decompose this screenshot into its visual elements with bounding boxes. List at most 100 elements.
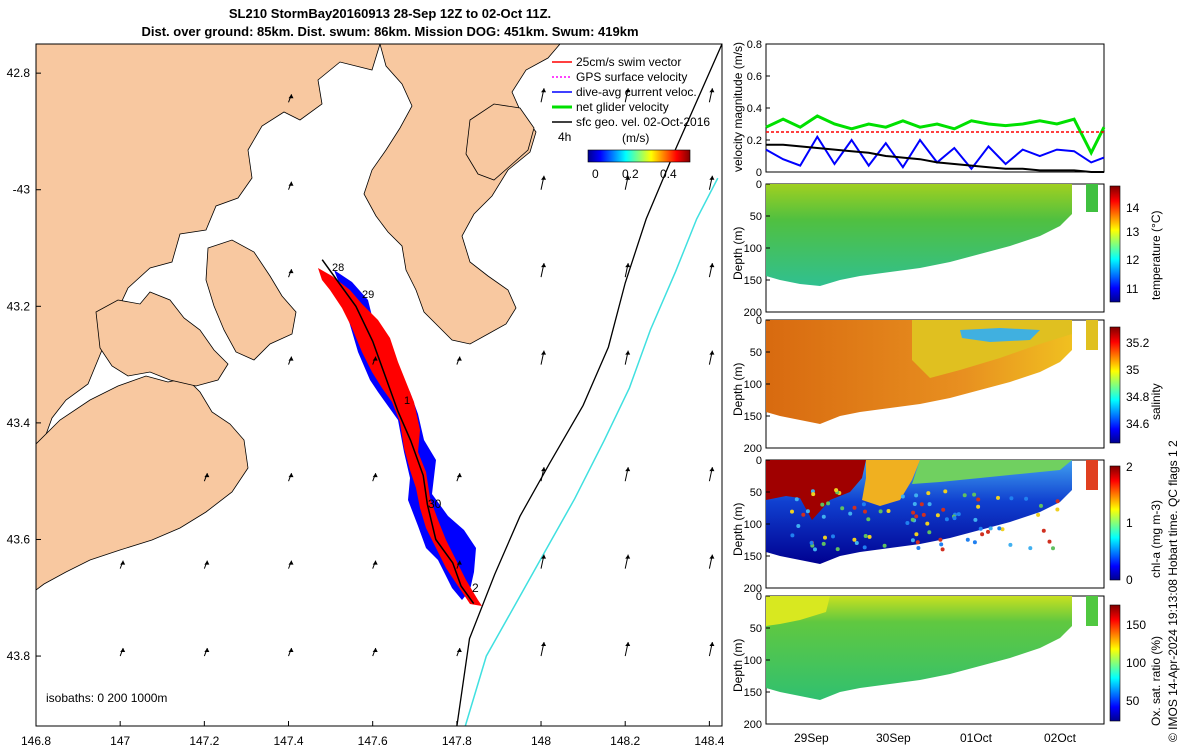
- temperature-ylabel: Depth (m): [731, 227, 745, 280]
- temp-cb-12: 12: [1126, 253, 1140, 267]
- chla-sample-dot: [866, 517, 871, 522]
- time-label-30sep: 30Sep: [876, 731, 911, 745]
- depth-tick-label: 200: [744, 443, 762, 455]
- chla-sample-dot: [854, 541, 859, 545]
- isobath-label: isobaths: 0 200 1000m: [46, 691, 167, 705]
- chla-colorbar: [1109, 465, 1121, 581]
- velocity-ylabel: velocity magnitude (m/s): [731, 42, 745, 172]
- chla-sample-dot: [852, 537, 857, 542]
- map-panel: 28 29 30 1 2 146.8 147 147.2 147.4 147.6 147.…: [7, 43, 725, 748]
- chla-sample-dot: [809, 540, 814, 545]
- geo-vel-arrowhead: [288, 560, 294, 565]
- map-colorbar: (m/s) 0 0.2 0.4: [587, 131, 691, 181]
- velocity-series-line: [766, 143, 1104, 173]
- chla-sample-dot: [852, 505, 857, 510]
- chla-sample-dot: [811, 492, 816, 497]
- chla-sample-dot: [823, 535, 827, 540]
- depth-tick-label: 0: [756, 315, 762, 327]
- sal-cb-35.2: 35.2: [1126, 336, 1150, 350]
- velocity-ytick-label: 0.6: [747, 71, 762, 83]
- chla-sample-dot: [834, 488, 839, 493]
- time-label-29sep: 29Sep: [794, 731, 829, 745]
- chla-sample-dot: [840, 506, 845, 511]
- map-ytick-label: 43.2: [7, 299, 31, 313]
- geo-vel-arrowhead: [204, 473, 210, 478]
- chla-sample-dot: [1055, 499, 1060, 504]
- chla-sample-dot: [1028, 546, 1033, 551]
- geo-vel-arrowhead: [456, 560, 462, 565]
- chla-sample-dot: [1047, 539, 1052, 544]
- chla-sample-dot: [941, 507, 946, 512]
- depth-tick-label: 0: [756, 591, 762, 603]
- imos-credit: © IMOS 14-Apr-2024 19:13:08 Hobart time.…: [1166, 440, 1180, 742]
- legend-label-geo: sfc geo. vel. 02-Oct-2016: [576, 115, 710, 129]
- map-ytick-label: 42.8: [7, 66, 31, 80]
- chla-sample-dot: [900, 494, 905, 499]
- chla-cb-label: chl-a (mg m-3): [1149, 500, 1163, 578]
- chla-sample-dot: [988, 526, 993, 531]
- map-ytick-label: 43.8: [7, 649, 31, 663]
- velocity-ytick-label: 0.8: [747, 39, 762, 51]
- geo-vel-arrowhead: [625, 642, 631, 647]
- chla-cb-2: 2: [1126, 460, 1133, 474]
- geo-vel-arrowhead: [541, 88, 547, 93]
- velocity-panel: 0 0.2 0.4 0.6 0.8 velocity magnitude (m/s): [731, 39, 1106, 179]
- geo-vel-arrowhead: [709, 642, 715, 647]
- geo-vel-arrowhead: [541, 175, 547, 180]
- chla-sample-dot: [940, 547, 945, 552]
- geo-vel-arrowhead: [625, 88, 631, 93]
- geo-vel-arrowhead: [625, 263, 631, 268]
- oxygen-colorbar: [1109, 604, 1121, 722]
- depth-tick-label: 50: [750, 211, 762, 223]
- geo-vel-arrowhead: [204, 560, 210, 565]
- chart-title-line1: SL210 StormBay20160913 28-Sep 12Z to 02-…: [228, 6, 552, 21]
- velocity-axis: 0 0.2 0.4 0.6 0.8: [747, 39, 770, 179]
- oxygen-surface-high: [766, 596, 830, 626]
- oxygen-field-end: [1086, 596, 1098, 626]
- legend-item-net: net glider velocity: [552, 100, 669, 114]
- geo-vel-arrowhead: [372, 560, 378, 565]
- chla-sample-dot: [927, 530, 932, 535]
- geo-vel-arrowhead: [541, 554, 547, 559]
- sal-cb-34.6: 34.6: [1126, 417, 1150, 431]
- chla-sample-dot: [914, 493, 919, 498]
- chla-sample-dot: [938, 537, 943, 542]
- temperature-field: [766, 184, 1072, 286]
- land-maria-island: [465, 103, 535, 181]
- salinity-ylabel: Depth (m): [731, 363, 745, 416]
- map-xtick-label: 148.2: [610, 734, 640, 748]
- legend-label-swim: 25cm/s swim vector: [576, 55, 681, 69]
- geo-vel-arrowhead: [541, 263, 547, 268]
- chla-sample-dot: [1024, 496, 1029, 501]
- depth-tick-label: 100: [744, 379, 762, 391]
- chla-sample-dot: [813, 547, 817, 552]
- track-label-29a: 29: [362, 289, 374, 301]
- map-xtick-label: 147.2: [189, 734, 219, 748]
- chla-surface-green: [912, 460, 1072, 484]
- map-ytick-label: 43.6: [7, 532, 31, 546]
- velocity-ytick-label: 0.2: [747, 135, 762, 147]
- geo-vel-arrowhead: [288, 94, 294, 99]
- chla-sample-dot: [972, 492, 977, 497]
- ox-cb-100: 100: [1126, 656, 1146, 670]
- chla-sample-dot: [878, 509, 883, 514]
- geo-vel-arrowhead: [372, 648, 378, 653]
- time-label-01oct: 01Oct: [960, 731, 993, 745]
- map-legend: 25cm/s swim vector GPS surface velocity …: [552, 55, 710, 144]
- colorbar-tick-0.4: 0.4: [660, 167, 677, 181]
- salinity-panel: Depth (m) 0 50 100 150 200 34.6 34.8 35 35.2…: [731, 315, 1163, 455]
- depth-tick-label: 50: [750, 487, 762, 499]
- chla-sample-dot: [935, 513, 940, 518]
- legend-time-scale: 4h: [558, 130, 571, 144]
- sal-cb-35: 35: [1126, 363, 1140, 377]
- chla-sample-dot: [1041, 528, 1046, 533]
- chla-depth-ticks: 0 50 100 150 200: [744, 455, 770, 595]
- chla-sample-dot: [921, 512, 926, 517]
- depth-tick-label: 100: [744, 519, 762, 531]
- chla-sample-dot: [919, 502, 924, 507]
- chla-sample-dot: [821, 541, 826, 546]
- geo-vel-arrowhead: [541, 350, 547, 355]
- oxygen-ylabel: Depth (m): [731, 639, 745, 692]
- sal-cb-34.8: 34.8: [1126, 390, 1150, 404]
- chla-sample-dot: [986, 529, 990, 534]
